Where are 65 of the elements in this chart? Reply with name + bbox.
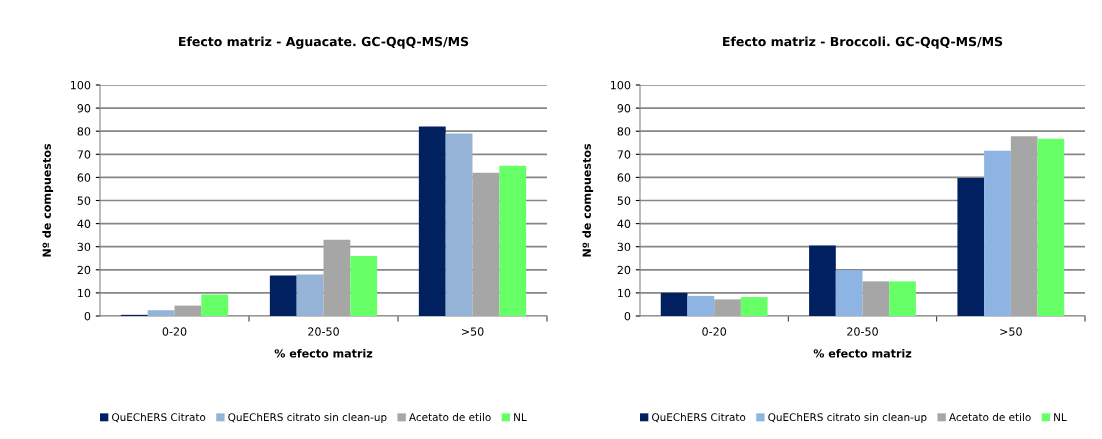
bar <box>147 310 175 316</box>
x-tick-label: >50 <box>461 327 484 336</box>
bar <box>809 245 836 316</box>
y-tick-label: 60 <box>617 173 631 182</box>
x-tick-label: 0-20 <box>702 327 727 336</box>
bar <box>740 297 768 316</box>
bar <box>835 270 863 316</box>
bar <box>350 255 378 316</box>
y-tick-label: 80 <box>77 127 91 136</box>
x-axis-title: % efecto matriz <box>813 348 912 358</box>
y-tick-label: 30 <box>617 242 631 252</box>
bar <box>660 292 688 316</box>
bar <box>323 239 351 316</box>
y-axis-title: Nº de compuestos <box>42 143 54 257</box>
y-tick-label: 50 <box>617 196 631 205</box>
legend-label: NL <box>1054 413 1067 421</box>
y-tick-label: 40 <box>77 219 91 228</box>
y-tick-label: 100 <box>70 80 91 90</box>
x-tick-label: 20-50 <box>847 327 878 336</box>
bar <box>445 133 473 316</box>
y-tick-label: 80 <box>617 127 631 136</box>
bar <box>984 150 1011 316</box>
bar <box>269 275 297 316</box>
bar <box>862 281 890 316</box>
legend-label: QuEChERS Citrato <box>652 413 746 423</box>
legend-label: NL <box>514 413 527 421</box>
legend-label: QuEChERS citrato sin clean-up <box>768 413 927 424</box>
bar <box>201 294 229 316</box>
chart-title: Efecto matriz - Aguacate. GC-QqQ-MS/MS <box>179 36 469 49</box>
x-tick-label: 0-20 <box>162 327 187 336</box>
x-tick-label: 20-50 <box>308 327 339 336</box>
y-tick-label: 0 <box>84 311 91 321</box>
y-tick-label: 90 <box>77 104 91 113</box>
bar <box>472 172 500 316</box>
y-tick-label: 10 <box>618 288 631 298</box>
bar <box>499 165 527 316</box>
y-tick-label: 20 <box>617 265 631 275</box>
bar <box>296 274 324 316</box>
bar <box>687 295 715 316</box>
chart-title: Efecto matriz - Broccoli. GC-QqQ-MS/MS <box>723 36 1003 49</box>
legend-label: Acetato de etilo <box>949 413 1031 422</box>
y-tick-label: 70 <box>617 150 631 159</box>
legend-label: QuEChERS Citrato <box>112 413 206 423</box>
y-tick-label: 60 <box>77 173 91 182</box>
y-tick-label: 70 <box>77 150 91 159</box>
y-tick-label: 40 <box>617 219 631 228</box>
y-tick-label: 100 <box>610 80 631 90</box>
bar <box>889 281 916 316</box>
x-tick-label: >50 <box>1000 327 1022 336</box>
bar <box>1010 136 1038 316</box>
bar <box>1037 138 1065 316</box>
y-axis-title: Nº de compuestos <box>582 143 594 257</box>
y-tick-label: 50 <box>77 196 91 205</box>
bar <box>174 305 202 316</box>
bar <box>957 178 985 316</box>
bar <box>418 126 446 316</box>
y-tick-label: 20 <box>77 265 91 275</box>
y-tick-label: 10 <box>78 288 91 298</box>
y-tick-label: 30 <box>77 242 91 252</box>
y-tick-label: 0 <box>624 311 631 321</box>
legend-label: QuEChERS citrato sin clean-up <box>228 413 387 424</box>
bar <box>714 299 741 316</box>
y-tick-label: 90 <box>617 104 631 113</box>
x-axis-title: % efecto matriz <box>274 348 373 358</box>
legend-label: Acetato de etilo <box>409 413 491 422</box>
